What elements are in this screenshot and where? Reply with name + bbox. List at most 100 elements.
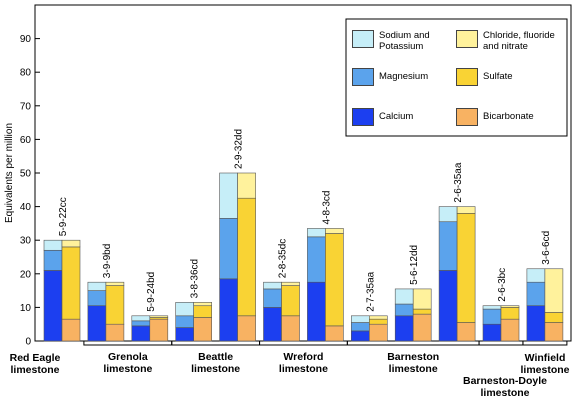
bar-segment	[43, 270, 63, 342]
bar-segment	[350, 315, 370, 323]
bar-segment	[237, 315, 256, 342]
bar-segment	[87, 290, 107, 307]
legend-label: Bicarbonate	[483, 111, 534, 122]
formation-label: Beattle limestone	[191, 351, 241, 375]
y-tick-label: 20	[20, 269, 32, 280]
bar-segment	[456, 213, 476, 323]
bar-segment	[325, 325, 344, 342]
bar-segment	[368, 318, 388, 325]
well-label: 5-6-12dd	[409, 245, 420, 285]
bar-segment	[544, 268, 564, 313]
formation-label: Barneston-Doyle limestone	[462, 375, 547, 399]
bar-segment	[500, 307, 520, 320]
bar-segment	[500, 318, 520, 342]
bar-segment	[87, 305, 107, 342]
bar-segment	[237, 172, 256, 199]
bar-segment	[412, 288, 432, 310]
formation-bracket	[522, 341, 568, 346]
bar-segment	[325, 228, 344, 234]
well-label: 3-6-6cd	[541, 231, 552, 265]
bar-segment	[281, 285, 300, 317]
bar-segment	[526, 281, 546, 307]
legend-label: Calcium	[379, 111, 414, 122]
formation-label: Grenola limestone	[103, 351, 153, 375]
y-tick-label: 10	[20, 303, 32, 314]
well-label: 4-8-3cd	[321, 191, 332, 225]
y-tick-label: 80	[20, 68, 32, 79]
bar-segment	[307, 281, 326, 342]
legend-label: Sodium and Potassium	[379, 30, 430, 52]
bar-segment	[61, 239, 81, 248]
bar-segment	[263, 288, 282, 308]
bar-segment	[412, 313, 432, 342]
bar-segment	[482, 308, 502, 325]
formation-label: Barneston limestone	[387, 351, 440, 375]
bar-segment	[394, 315, 414, 342]
bar-segment	[368, 323, 388, 342]
bar-segment	[131, 325, 151, 342]
y-tick-label: 40	[20, 202, 32, 213]
formation-bracket	[171, 341, 261, 346]
y-tick-label: 50	[20, 169, 32, 180]
bar-segment	[350, 322, 370, 332]
bar-segment	[193, 302, 212, 307]
bar-segment	[43, 239, 63, 251]
y-tick-label: 70	[20, 101, 32, 112]
well-label: 2-7-35aa	[365, 271, 376, 311]
well-label: 3-9-9bd	[102, 244, 113, 278]
y-tick-label: 0	[25, 337, 31, 348]
formation-bracket	[478, 341, 524, 346]
well-label: 5-9-24bd	[146, 272, 157, 312]
formation-bracket	[346, 341, 480, 346]
bar-segment	[219, 218, 238, 280]
legend-swatch	[352, 30, 374, 48]
well-label: 2-8-35dc	[278, 239, 289, 278]
y-tick-label: 30	[20, 236, 32, 247]
bar-segment	[175, 302, 194, 317]
bar-segment	[482, 305, 502, 310]
bar-segment	[131, 315, 151, 322]
y-tick-label: 60	[20, 135, 32, 146]
bar-segment	[438, 221, 458, 271]
bar-segment	[526, 305, 546, 342]
bar-segment	[263, 307, 282, 342]
bar-segment	[544, 322, 564, 342]
bar-segment	[149, 315, 169, 318]
well-label: 3-8-36cd	[190, 259, 201, 298]
bar-segment	[61, 246, 81, 320]
bar-segment	[350, 330, 370, 342]
legend-swatch	[456, 108, 478, 126]
bar-segment	[394, 288, 414, 305]
legend-swatch	[456, 68, 478, 86]
bar-segment	[412, 308, 432, 315]
legend-label: Magnesium	[379, 71, 429, 82]
bar-segment	[105, 281, 125, 286]
bar-segment	[438, 270, 458, 342]
bar-segment	[61, 318, 81, 342]
legend-swatch	[456, 30, 478, 48]
well-label: 2-6-35aa	[453, 162, 464, 202]
bar-segment	[175, 327, 194, 342]
formation-bracket	[83, 341, 173, 346]
legend-swatch	[352, 68, 374, 86]
bar-segment	[307, 236, 326, 283]
bar-segment	[325, 233, 344, 327]
bar-segment	[482, 323, 502, 342]
bar-segment	[219, 172, 238, 219]
bar-segment	[105, 323, 125, 342]
bar-segment	[43, 249, 63, 271]
bar-segment	[544, 312, 564, 323]
bar-segment	[219, 278, 238, 342]
bar-segment	[105, 285, 125, 325]
formation-label: Red Eagle limestone	[9, 352, 61, 376]
bar-segment	[456, 322, 476, 342]
bar-segment	[456, 206, 476, 214]
formation-label: Wreford limestone	[278, 351, 328, 375]
bar-segment	[307, 228, 326, 238]
bar-segment	[500, 305, 520, 308]
bar-segment	[438, 206, 458, 223]
bar-segment	[281, 281, 300, 286]
bar-segment	[237, 197, 256, 317]
